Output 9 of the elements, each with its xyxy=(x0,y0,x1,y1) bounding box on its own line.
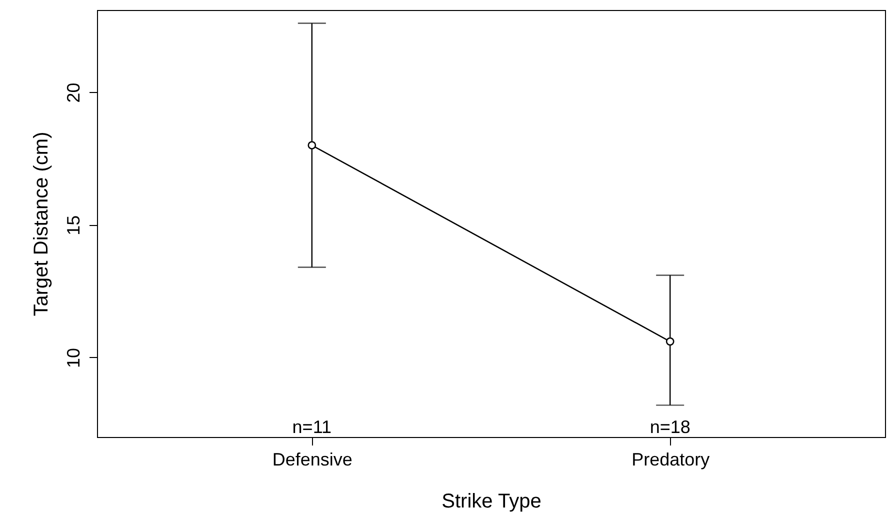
y-tick-label: 10 xyxy=(64,348,84,368)
annotation: n=18 xyxy=(650,417,690,437)
annotation: n=11 xyxy=(292,417,332,437)
x-tick-label: Predatory xyxy=(632,450,710,470)
y-tick-label: 15 xyxy=(64,215,84,236)
y-axis-title: Target Distance (cm) xyxy=(30,132,52,316)
x-tick-label: Defensive xyxy=(272,450,352,470)
x-axis-title: Strike Type xyxy=(442,490,542,512)
y-tick-label: 20 xyxy=(64,82,84,103)
